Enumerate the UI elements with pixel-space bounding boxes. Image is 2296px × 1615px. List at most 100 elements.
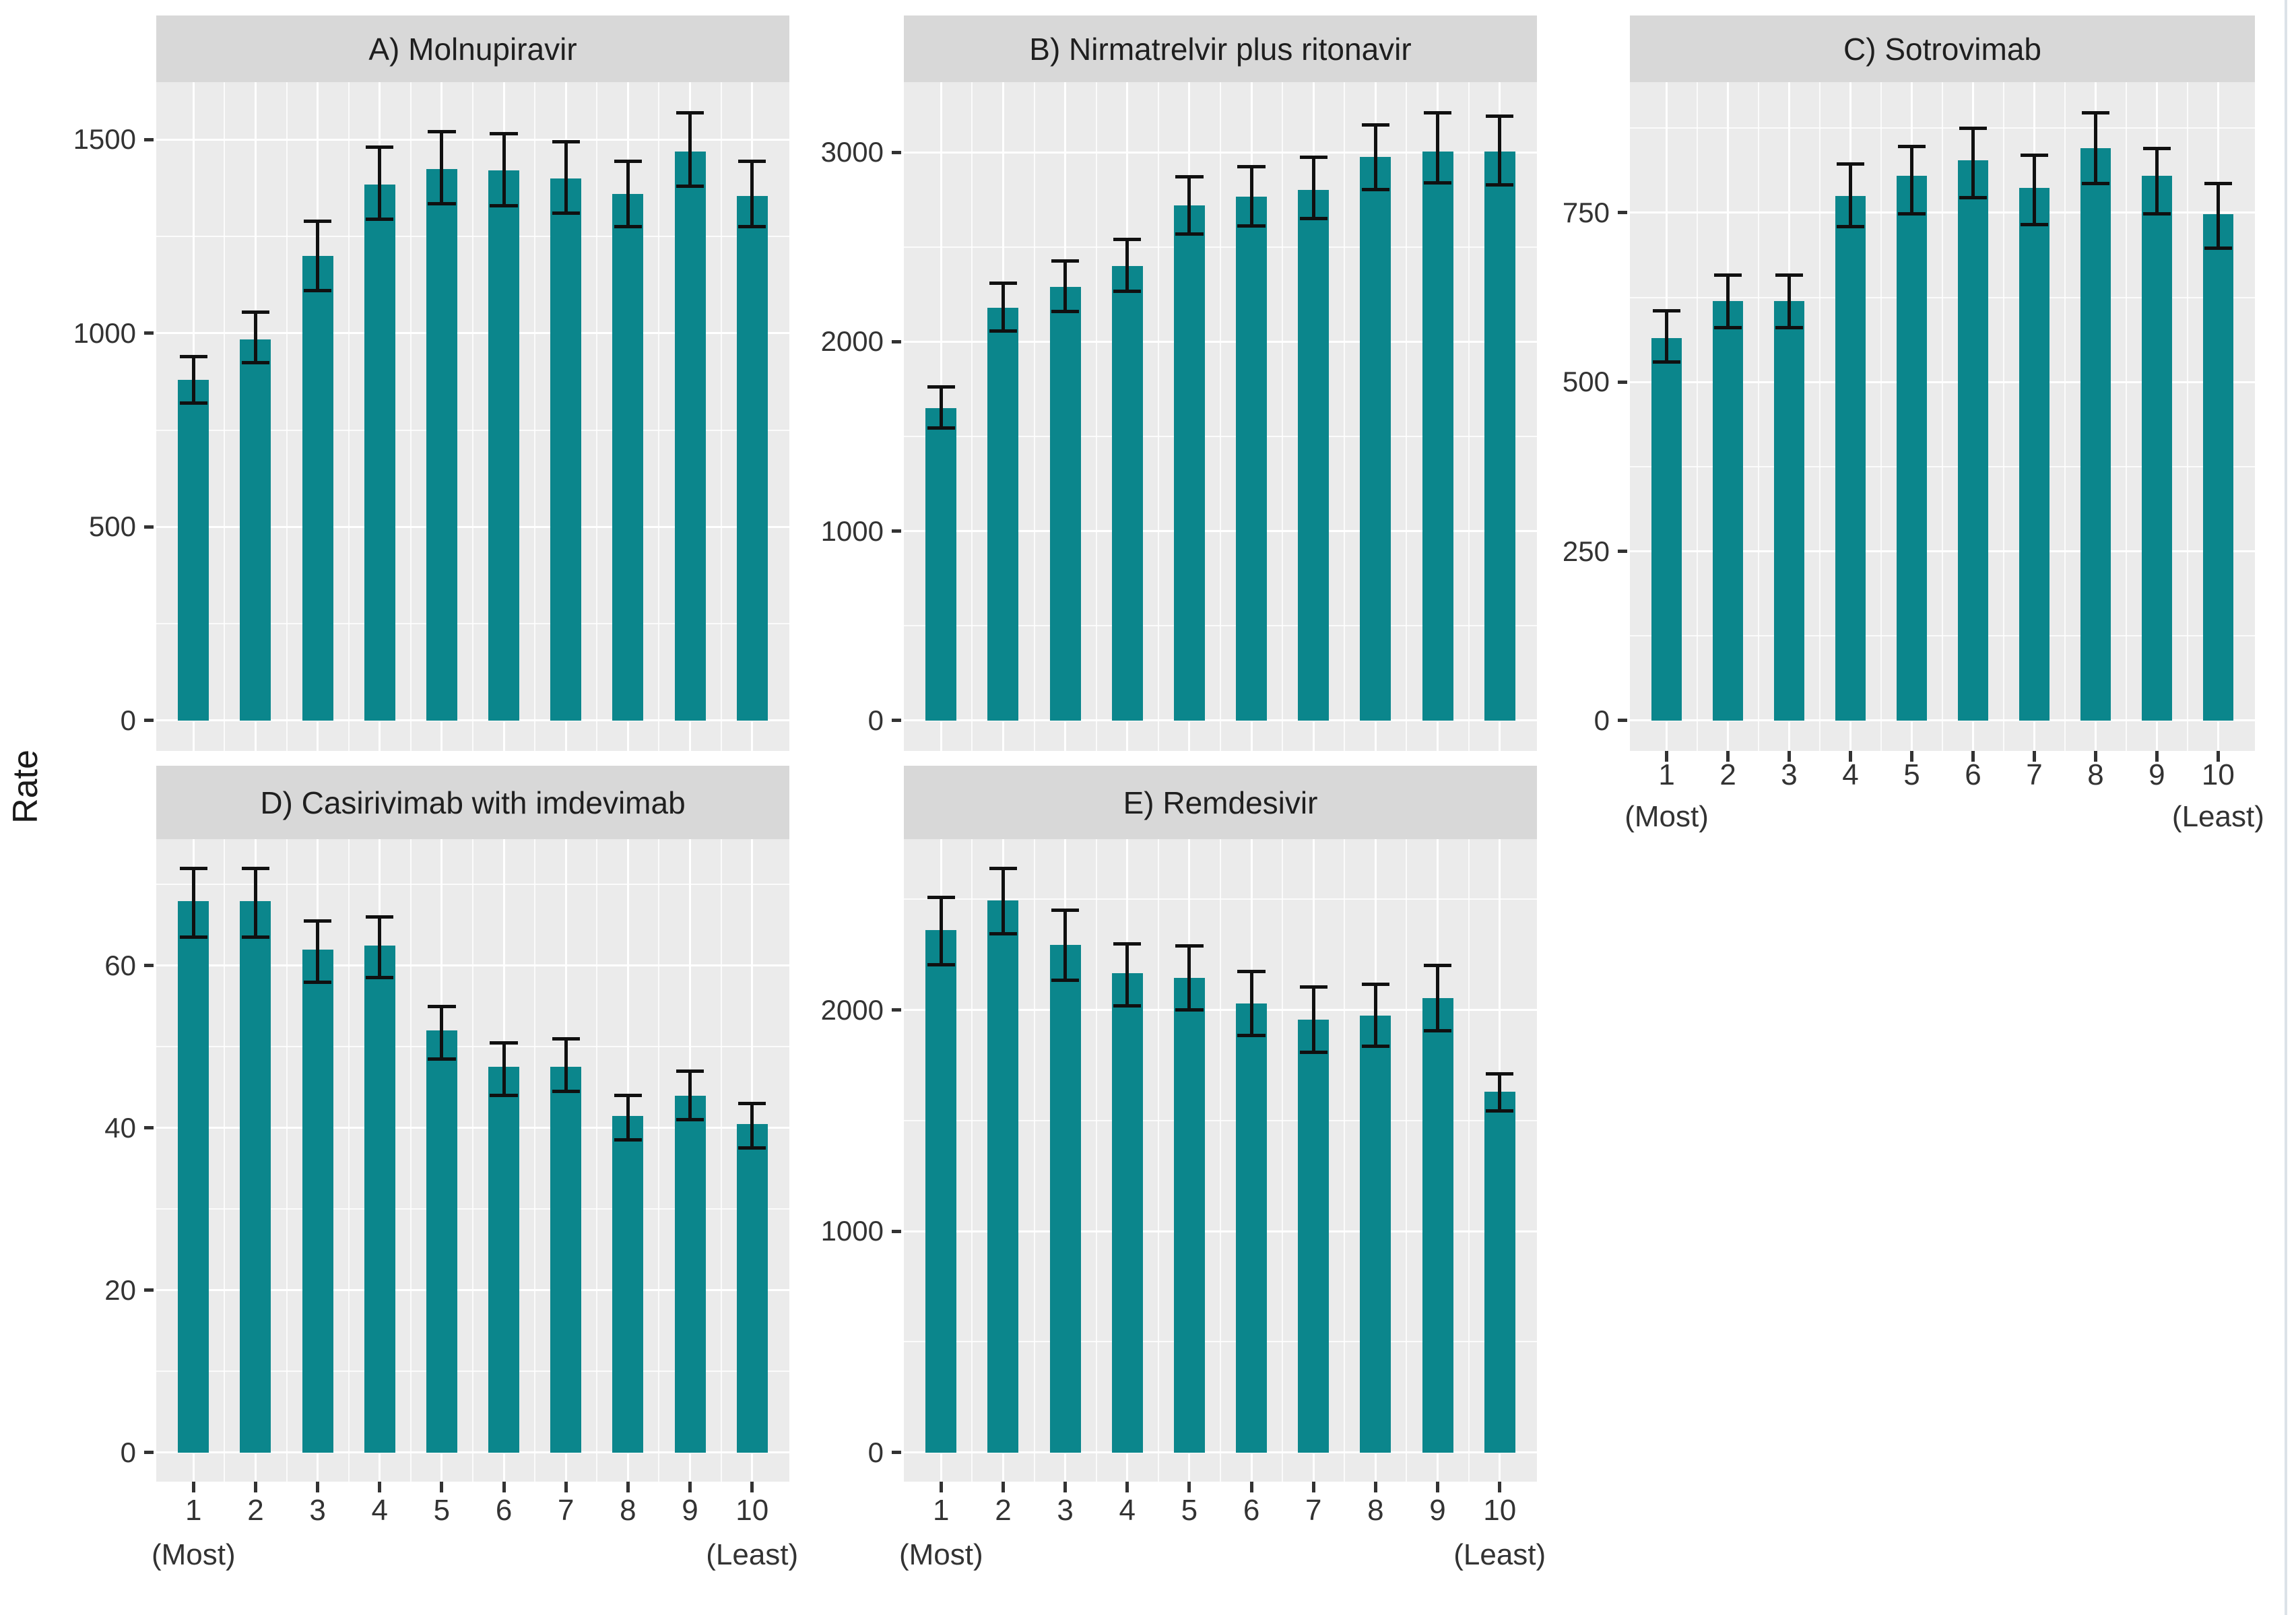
error-bar-cap-top — [1237, 164, 1266, 168]
error-bar-cap-top — [428, 130, 456, 134]
error-bar-cap-bottom — [552, 211, 580, 216]
y-tick-label: 2000 — [820, 325, 884, 358]
error-bar-cap-top — [366, 145, 394, 150]
bar — [1049, 286, 1081, 721]
y-tick-label: 40 — [104, 1111, 136, 1144]
gridline-minor-v — [1880, 82, 1882, 751]
error-bar-cap-bottom — [1361, 1045, 1390, 1049]
error-bar-cap-top — [1485, 1072, 1514, 1076]
error-bar-cap-top — [1423, 964, 1452, 968]
x-tick-mark — [1910, 751, 1913, 762]
error-bar-cap-top — [2021, 153, 2048, 157]
error-bar-cap-top — [614, 159, 643, 163]
error-bar-cap-bottom — [737, 225, 766, 229]
error-bar-cap-bottom — [2204, 246, 2232, 250]
error-bar-line — [688, 112, 692, 187]
y-tick-mark — [1618, 211, 1627, 215]
error-bar-cap-bottom — [737, 1146, 766, 1150]
panel-strip: E) Remdesivir — [904, 766, 1537, 839]
x-tick-label: 3 — [1781, 758, 1798, 791]
error-bar-line — [1849, 164, 1853, 226]
panel-strip: D) Casirivimab with imdevimab — [156, 766, 789, 839]
x-tick-label: 4 — [1842, 758, 1859, 791]
error-bar-line — [1787, 275, 1792, 328]
error-bar-cap-bottom — [241, 935, 270, 940]
error-bar-cap-top — [490, 1041, 518, 1045]
error-bar-line — [1125, 239, 1129, 292]
x-tick-label: 10 — [2201, 758, 2235, 791]
error-bar-cap-bottom — [490, 1094, 518, 1098]
error-bar-line — [1436, 112, 1440, 183]
gridline-minor-v — [1942, 82, 1943, 751]
bar — [1422, 997, 1453, 1453]
y-tick-label: 1000 — [820, 515, 884, 547]
bar — [2019, 187, 2050, 721]
error-bar-line — [1665, 310, 1669, 362]
x-tick-label: 10 — [1483, 1494, 1517, 1527]
bar — [1896, 175, 1928, 721]
error-bar-cap-bottom — [1898, 212, 1926, 216]
x-sublabel-least: (Least) — [2171, 800, 2264, 833]
x-tick-label: 1 — [933, 1494, 950, 1527]
bar — [925, 930, 957, 1453]
bar — [1236, 197, 1268, 721]
error-bar-line — [688, 1071, 692, 1120]
error-bar-line — [1187, 176, 1191, 234]
gridline-minor-v — [596, 82, 598, 751]
error-bar-cap-bottom — [927, 962, 956, 966]
bar — [612, 193, 644, 721]
error-bar-cap-bottom — [490, 203, 518, 207]
x-tick-label: 6 — [1243, 1494, 1260, 1527]
error-bar-cap-top — [2142, 146, 2171, 150]
error-bar-cap-top — [490, 132, 518, 136]
gridline-minor-v — [1157, 839, 1159, 1482]
x-tick-mark — [378, 1482, 382, 1492]
error-bar-cap-bottom — [614, 1138, 643, 1142]
y-tick-label: 3000 — [820, 136, 884, 168]
bar — [1422, 151, 1453, 721]
bar — [1773, 300, 1805, 721]
panel-strip: B) Nirmatrelvir plus ritonavir — [904, 15, 1537, 82]
x-tick-mark — [440, 1482, 444, 1492]
error-bar-cap-top — [179, 354, 208, 358]
error-bar-cap-bottom — [2021, 222, 2048, 226]
bar — [2202, 213, 2234, 721]
error-bar-cap-bottom — [1959, 196, 1987, 200]
y-tick-label: 1500 — [73, 123, 136, 156]
gridline-minor-v — [224, 82, 226, 751]
bar — [987, 900, 1019, 1453]
bar — [1360, 157, 1391, 721]
error-bar-cap-top — [2204, 182, 2232, 186]
bar — [1298, 190, 1330, 721]
error-bar-line — [1498, 1074, 1502, 1111]
y-tick-label: 0 — [1594, 704, 1610, 736]
gridline-minor-v — [534, 839, 536, 1482]
x-tick-mark — [1249, 1482, 1253, 1492]
error-bar-cap-bottom — [1113, 1003, 1142, 1008]
error-bar-line — [191, 356, 195, 403]
gridline-minor-v — [409, 82, 412, 751]
x-tick-label: 2 — [1719, 758, 1736, 791]
bar — [987, 307, 1019, 721]
error-bar-cap-bottom — [1361, 187, 1390, 191]
gridline-minor-v — [971, 82, 973, 751]
gridline-minor-v — [720, 82, 722, 751]
x-tick-label: 2 — [247, 1494, 264, 1527]
error-bar-cap-top — [737, 1102, 766, 1106]
x-tick-mark — [750, 1482, 754, 1492]
x-tick-mark — [316, 1482, 320, 1492]
gridline-minor-v — [1220, 82, 1221, 751]
gridline-minor-v — [1282, 839, 1284, 1482]
error-bar-cap-bottom — [989, 931, 1018, 935]
error-bar-line — [1125, 944, 1129, 1006]
error-bar-cap-top — [989, 866, 1018, 870]
panel-strip: C) Sotrovimab — [1630, 15, 2255, 82]
error-bar-cap-bottom — [676, 1118, 704, 1122]
error-bar-cap-top — [676, 1069, 704, 1073]
error-bar-cap-bottom — [1714, 326, 1742, 330]
gridline-minor-v — [286, 839, 288, 1482]
gridline-minor-v — [658, 839, 660, 1482]
bar — [1360, 1015, 1391, 1453]
error-bar-cap-bottom — [2081, 182, 2109, 186]
